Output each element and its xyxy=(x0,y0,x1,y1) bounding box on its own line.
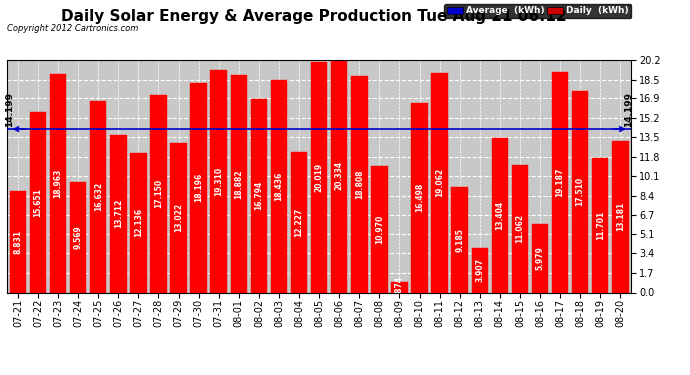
Text: 19.062: 19.062 xyxy=(435,168,444,197)
Bar xyxy=(210,70,227,292)
Text: 17.150: 17.150 xyxy=(154,179,163,209)
Bar xyxy=(190,83,207,292)
Text: 5.979: 5.979 xyxy=(535,246,544,270)
Text: 20.019: 20.019 xyxy=(315,163,324,192)
Bar xyxy=(70,182,86,292)
Bar xyxy=(532,224,549,292)
Bar xyxy=(451,187,468,292)
Bar xyxy=(331,58,348,292)
Text: Daily Solar Energy & Average Production Tue Aug 21 06:12: Daily Solar Energy & Average Production … xyxy=(61,9,566,24)
Text: 8.831: 8.831 xyxy=(13,230,23,254)
Text: 13.181: 13.181 xyxy=(615,202,625,231)
Text: 16.794: 16.794 xyxy=(255,181,264,210)
Text: 10.970: 10.970 xyxy=(375,215,384,244)
Bar xyxy=(552,72,569,292)
Bar xyxy=(130,153,147,292)
Text: 12.136: 12.136 xyxy=(134,208,143,237)
Bar xyxy=(290,152,307,292)
Text: 0.874: 0.874 xyxy=(395,275,404,300)
Text: 13.404: 13.404 xyxy=(495,201,504,230)
Text: 16.498: 16.498 xyxy=(415,183,424,212)
Text: 12.227: 12.227 xyxy=(295,207,304,237)
Text: 13.712: 13.712 xyxy=(114,199,123,228)
Bar xyxy=(270,80,287,292)
Text: 19.187: 19.187 xyxy=(555,167,564,197)
Bar xyxy=(471,248,488,292)
Text: 18.196: 18.196 xyxy=(194,173,203,202)
Bar xyxy=(351,76,368,292)
Text: 11.062: 11.062 xyxy=(515,214,524,243)
Text: 11.701: 11.701 xyxy=(595,210,604,240)
Text: 3.907: 3.907 xyxy=(475,258,484,282)
Text: 9.569: 9.569 xyxy=(74,225,83,249)
Bar xyxy=(491,138,508,292)
Bar xyxy=(612,141,629,292)
Bar xyxy=(572,91,589,292)
Bar xyxy=(50,74,66,292)
Bar xyxy=(30,112,46,292)
Text: 16.632: 16.632 xyxy=(94,182,103,212)
Bar xyxy=(110,135,126,292)
Bar xyxy=(411,103,428,292)
Text: 18.882: 18.882 xyxy=(235,169,244,199)
Legend: Average  (kWh), Daily  (kWh): Average (kWh), Daily (kWh) xyxy=(444,4,631,18)
Bar xyxy=(371,166,388,292)
Bar xyxy=(170,142,187,292)
Text: 17.510: 17.510 xyxy=(575,177,584,206)
Text: 13.022: 13.022 xyxy=(174,203,183,232)
Text: 14.199: 14.199 xyxy=(5,92,14,128)
Text: 18.436: 18.436 xyxy=(275,172,284,201)
Text: Copyright 2012 Cartronics.com: Copyright 2012 Cartronics.com xyxy=(7,24,138,33)
Bar xyxy=(311,62,327,292)
Text: 19.310: 19.310 xyxy=(214,167,224,196)
Bar xyxy=(592,158,609,292)
Bar xyxy=(250,99,267,292)
Text: 9.185: 9.185 xyxy=(455,228,464,252)
Text: 15.651: 15.651 xyxy=(34,188,43,217)
Bar xyxy=(230,75,247,292)
Bar xyxy=(10,191,26,292)
Text: 14.199: 14.199 xyxy=(624,92,633,128)
Text: 20.334: 20.334 xyxy=(335,161,344,190)
Bar xyxy=(90,101,106,292)
Bar xyxy=(512,165,528,292)
Text: 18.808: 18.808 xyxy=(355,170,364,199)
Bar xyxy=(431,73,448,292)
Bar xyxy=(391,282,408,292)
Text: 18.963: 18.963 xyxy=(54,169,63,198)
Bar xyxy=(150,95,167,292)
